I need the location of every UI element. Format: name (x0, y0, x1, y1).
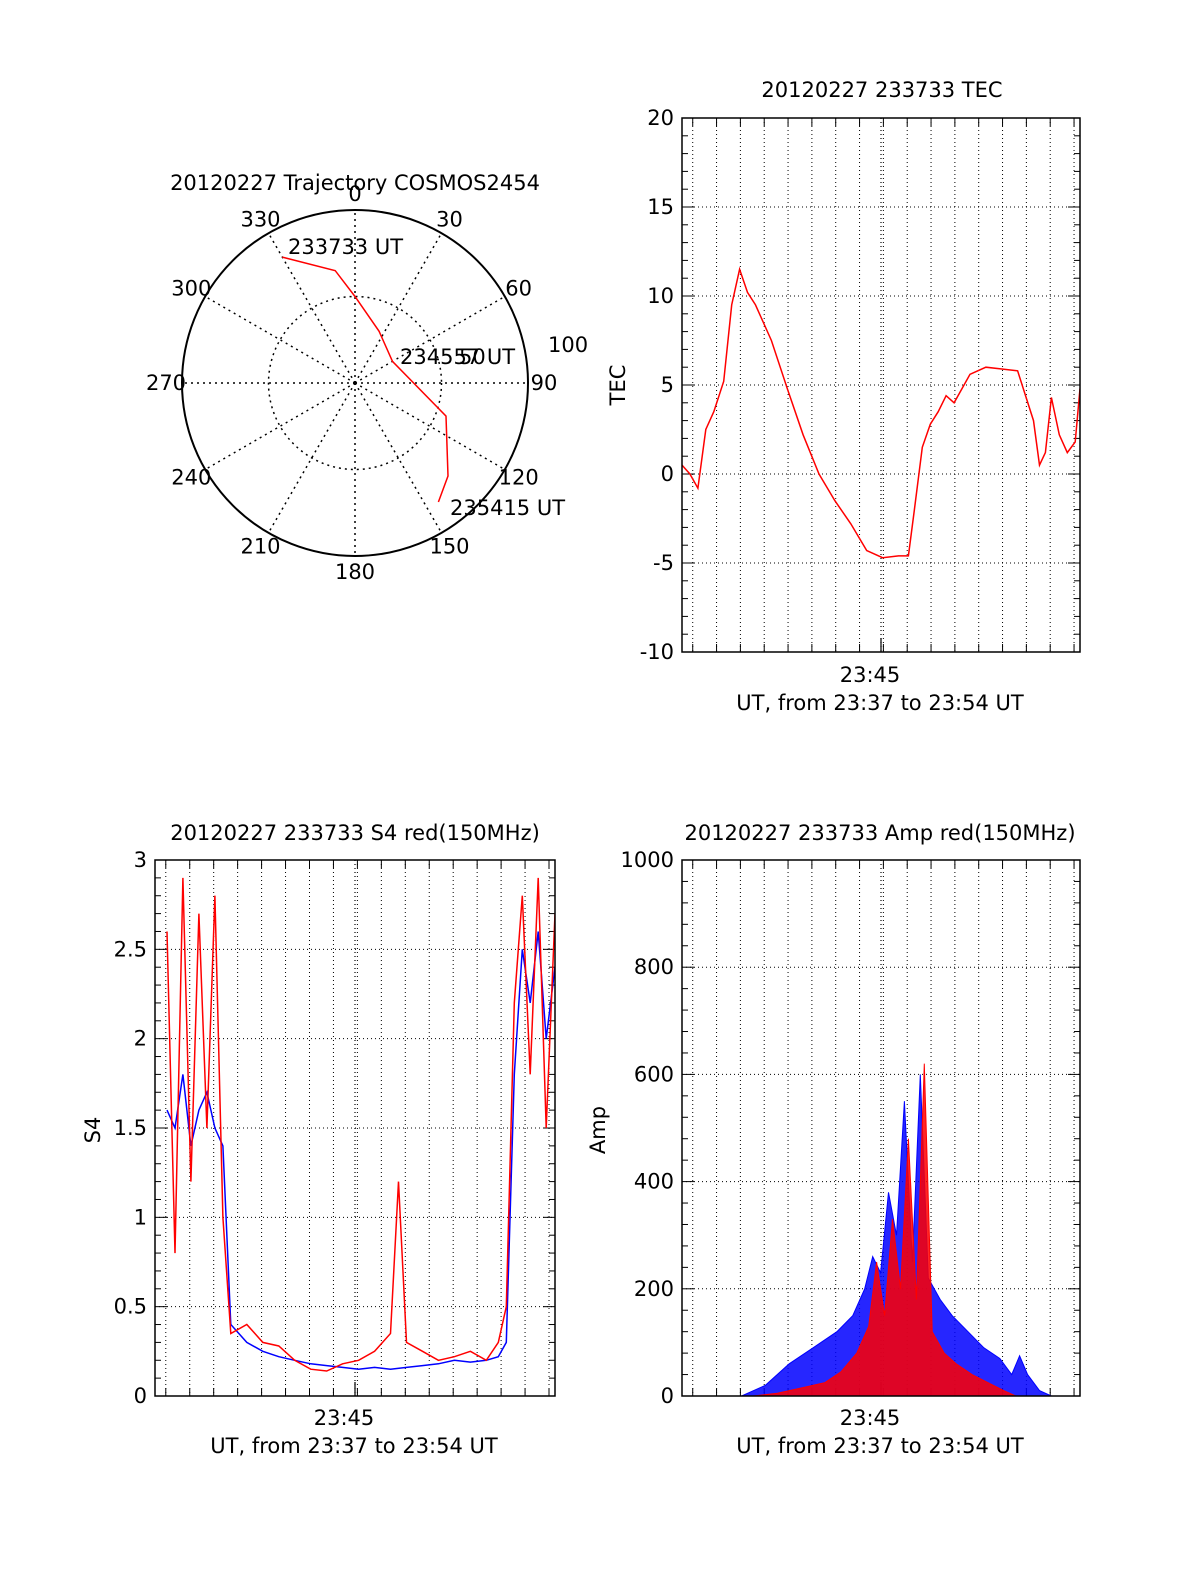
polar-spoke-300 (204, 295, 356, 384)
amp-ytick-label: 200 (634, 1277, 674, 1301)
s4-panel: 20120227 233733 S4 red(150MHz) S4 23:45 … (81, 821, 556, 1458)
tec-plot-area: 20 15 10 5 0 -5 -10 (640, 106, 1081, 664)
amp-series-group (682, 1063, 1080, 1396)
polar-series (282, 256, 449, 503)
tec-ytick-label: -5 (653, 551, 674, 575)
polar-trajectory-panel: 20120227 Trajectory COSMOS2454 0 30 60 90 12… (146, 171, 588, 584)
polar-outer-circle (181, 209, 529, 557)
amp-title: 20120227 233733 Amp red(150MHz) (684, 821, 1075, 845)
s4-frame (154, 859, 556, 1397)
polar-spoke-210 (267, 382, 356, 534)
s4-ytick-label: 3 (134, 848, 147, 872)
tec-ytick-label: 10 (647, 284, 674, 308)
polar-annotation-start: 233733 UT (288, 235, 403, 259)
s4-ytick-label: 1.5 (114, 1116, 147, 1140)
polar-angle-label-300: 300 (171, 277, 211, 301)
polar-annotation-mid: 234557 UT (400, 345, 515, 369)
s4-ytick-label: 1 (134, 1205, 147, 1229)
polar-angle-label-30: 30 (436, 207, 463, 231)
s4-series-1 (166, 877, 555, 1372)
amp-panel: 20120227 233733 Amp red(150MHz) Amp 23:4… (586, 821, 1081, 1458)
tec-ylabel: TEC (606, 365, 630, 407)
polar-angle-label-150: 150 (429, 535, 469, 559)
s4-ytick-label: 0.5 (114, 1295, 147, 1319)
amp-ytick-label: 800 (634, 955, 674, 979)
polar-spoke-30 (354, 232, 443, 384)
s4-title: 20120227 233733 S4 red(150MHz) (170, 821, 540, 845)
amp-ylabel: Amp (586, 1106, 610, 1154)
polar-spoke-120 (354, 382, 506, 471)
polar-angle-labels: 0 30 60 90 120 150 180 210 240 270 300 330 (146, 182, 557, 584)
tec-title: 20120227 233733 TEC (761, 78, 1002, 102)
tec-series-group (682, 266, 1080, 559)
s4-xtick-label: 23:45 (314, 1406, 375, 1430)
amp-plot-area: 1000 800 600 400 200 0 (621, 848, 1081, 1408)
tec-ytick-label: 20 (647, 106, 674, 130)
polar-angle-label-270: 270 (146, 371, 186, 395)
tec-xtick-label: 23:45 (840, 663, 901, 687)
polar-angle-label-120: 120 (499, 466, 539, 490)
amp-ytick-label: 400 (634, 1170, 674, 1194)
polar-spoke-150 (354, 382, 443, 534)
polar-angle-label-90: 90 (531, 371, 558, 395)
polar-radial-label: 100 (548, 333, 588, 357)
amp-xlabel: UT, from 23:37 to 23:54 UT (736, 1434, 1024, 1458)
amp-xtick-label: 23:45 (840, 1406, 901, 1430)
s4-ytick-label: 2 (134, 1027, 147, 1051)
s4-series-group (166, 877, 555, 1372)
polar-ring-0 (267, 295, 443, 471)
polar-grid (182, 210, 528, 556)
tec-ytick-label: 5 (661, 373, 674, 397)
tec-ytick-label: -10 (640, 640, 674, 664)
amp-series-1 (682, 1063, 1080, 1396)
s4-ytick-label: 2.5 (114, 937, 147, 961)
tec-panel: 20120227 233733 TEC TEC 23:45 UT, from 2… (606, 78, 1081, 715)
polar-spoke-330 (267, 232, 356, 384)
polar-spoke-60 (354, 295, 506, 384)
polar-angle-label-0: 0 (348, 182, 361, 206)
polar-angle-label-330: 330 (240, 207, 280, 231)
polar-spoke-240 (204, 382, 356, 471)
s4-xlabel: UT, from 23:37 to 23:54 UT (210, 1434, 498, 1458)
polar-annotation-end: 235415 UT (450, 496, 565, 520)
polar-angle-label-60: 60 (505, 277, 532, 301)
amp-ytick-label: 0 (661, 1384, 674, 1408)
polar-annotation-overlap: 50 (459, 345, 486, 369)
polar-angle-label-210: 210 (240, 535, 280, 559)
tec-frame (681, 117, 1081, 653)
polar-angle-label-180: 180 (335, 560, 375, 584)
s4-plot-area: 3 2.5 2 1.5 1 0.5 0 (114, 848, 556, 1408)
polar-angle-label-240: 240 (171, 466, 211, 490)
tec-ytick-label: 0 (661, 462, 674, 486)
polar-trajectory-line-0 (282, 256, 449, 503)
s4-series-0 (166, 931, 555, 1370)
tec-ytick-label: 15 (647, 195, 674, 219)
tec-series-0 (682, 266, 1080, 559)
tec-xlabel: UT, from 23:37 to 23:54 UT (736, 691, 1024, 715)
s4-ytick-label: 0 (134, 1384, 147, 1408)
amp-ytick-label: 1000 (621, 848, 674, 872)
amp-ytick-label: 600 (634, 1062, 674, 1086)
s4-ylabel: S4 (81, 1117, 105, 1144)
polar-title: 20120227 Trajectory COSMOS2454 (170, 171, 540, 195)
amp-frame (681, 859, 1081, 1397)
